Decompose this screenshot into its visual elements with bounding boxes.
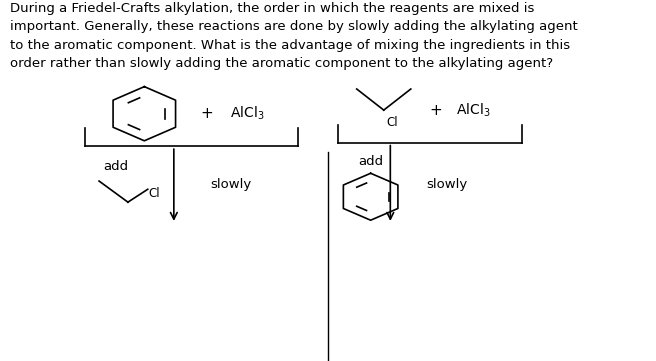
Text: AlCl$_3$: AlCl$_3$ (456, 101, 490, 119)
Text: During a Friedel-Crafts alkylation, the order in which the reagents are mixed is: During a Friedel-Crafts alkylation, the … (10, 2, 577, 70)
Text: slowly: slowly (426, 178, 468, 191)
Text: Cl: Cl (149, 187, 161, 200)
Text: add: add (358, 155, 383, 168)
Text: Cl: Cl (386, 116, 398, 129)
Text: +: + (200, 106, 213, 121)
Text: AlCl$_3$: AlCl$_3$ (230, 105, 264, 122)
Text: slowly: slowly (210, 178, 251, 191)
Text: +: + (430, 103, 443, 118)
Text: add: add (103, 160, 128, 173)
